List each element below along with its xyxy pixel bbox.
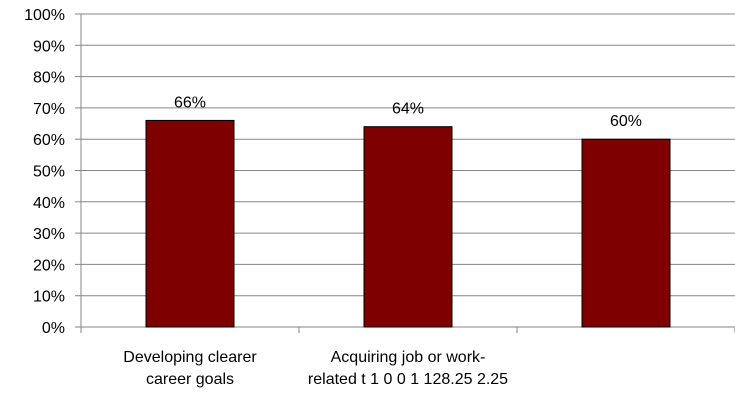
y-tick-label: 20% [33,257,65,274]
data-label-2: 64% [392,101,424,118]
bars [145,119,671,328]
category-label-1-line-1: Developing clearer [123,349,257,366]
y-tick-label: 30% [33,226,65,243]
bar-2 [363,126,453,328]
y-tick-label: 40% [33,195,65,212]
y-tick-label: 0% [42,320,65,337]
category-labels: Developing clearer career goals Acquiring … [123,349,508,388]
y-tick-label: 10% [33,289,65,306]
y-tick-label: 60% [33,132,65,149]
y-tick-label: 90% [33,38,65,55]
category-label-1-line-2: career goals [146,371,234,388]
y-tick-label: 100% [24,7,65,24]
data-label-1: 66% [174,94,206,111]
y-tick-label: 50% [33,164,65,181]
bar-3 [581,138,671,328]
category-label-2-line-2: related t 1 0 0 1 128.25 2.25 [308,371,508,388]
data-label-3: 60% [610,113,642,130]
y-tick-label: 80% [33,70,65,87]
bar-1 [145,119,235,328]
y-axis-tick-labels: 0% 10% 20% 30% 40% 50% 60% 70% 80% 90% 100% [24,7,65,337]
y-tick-label: 70% [33,101,65,118]
data-labels: 66% 64% 60% [174,94,642,130]
category-label-2-line-1: Acquiring job or work- [331,349,486,366]
